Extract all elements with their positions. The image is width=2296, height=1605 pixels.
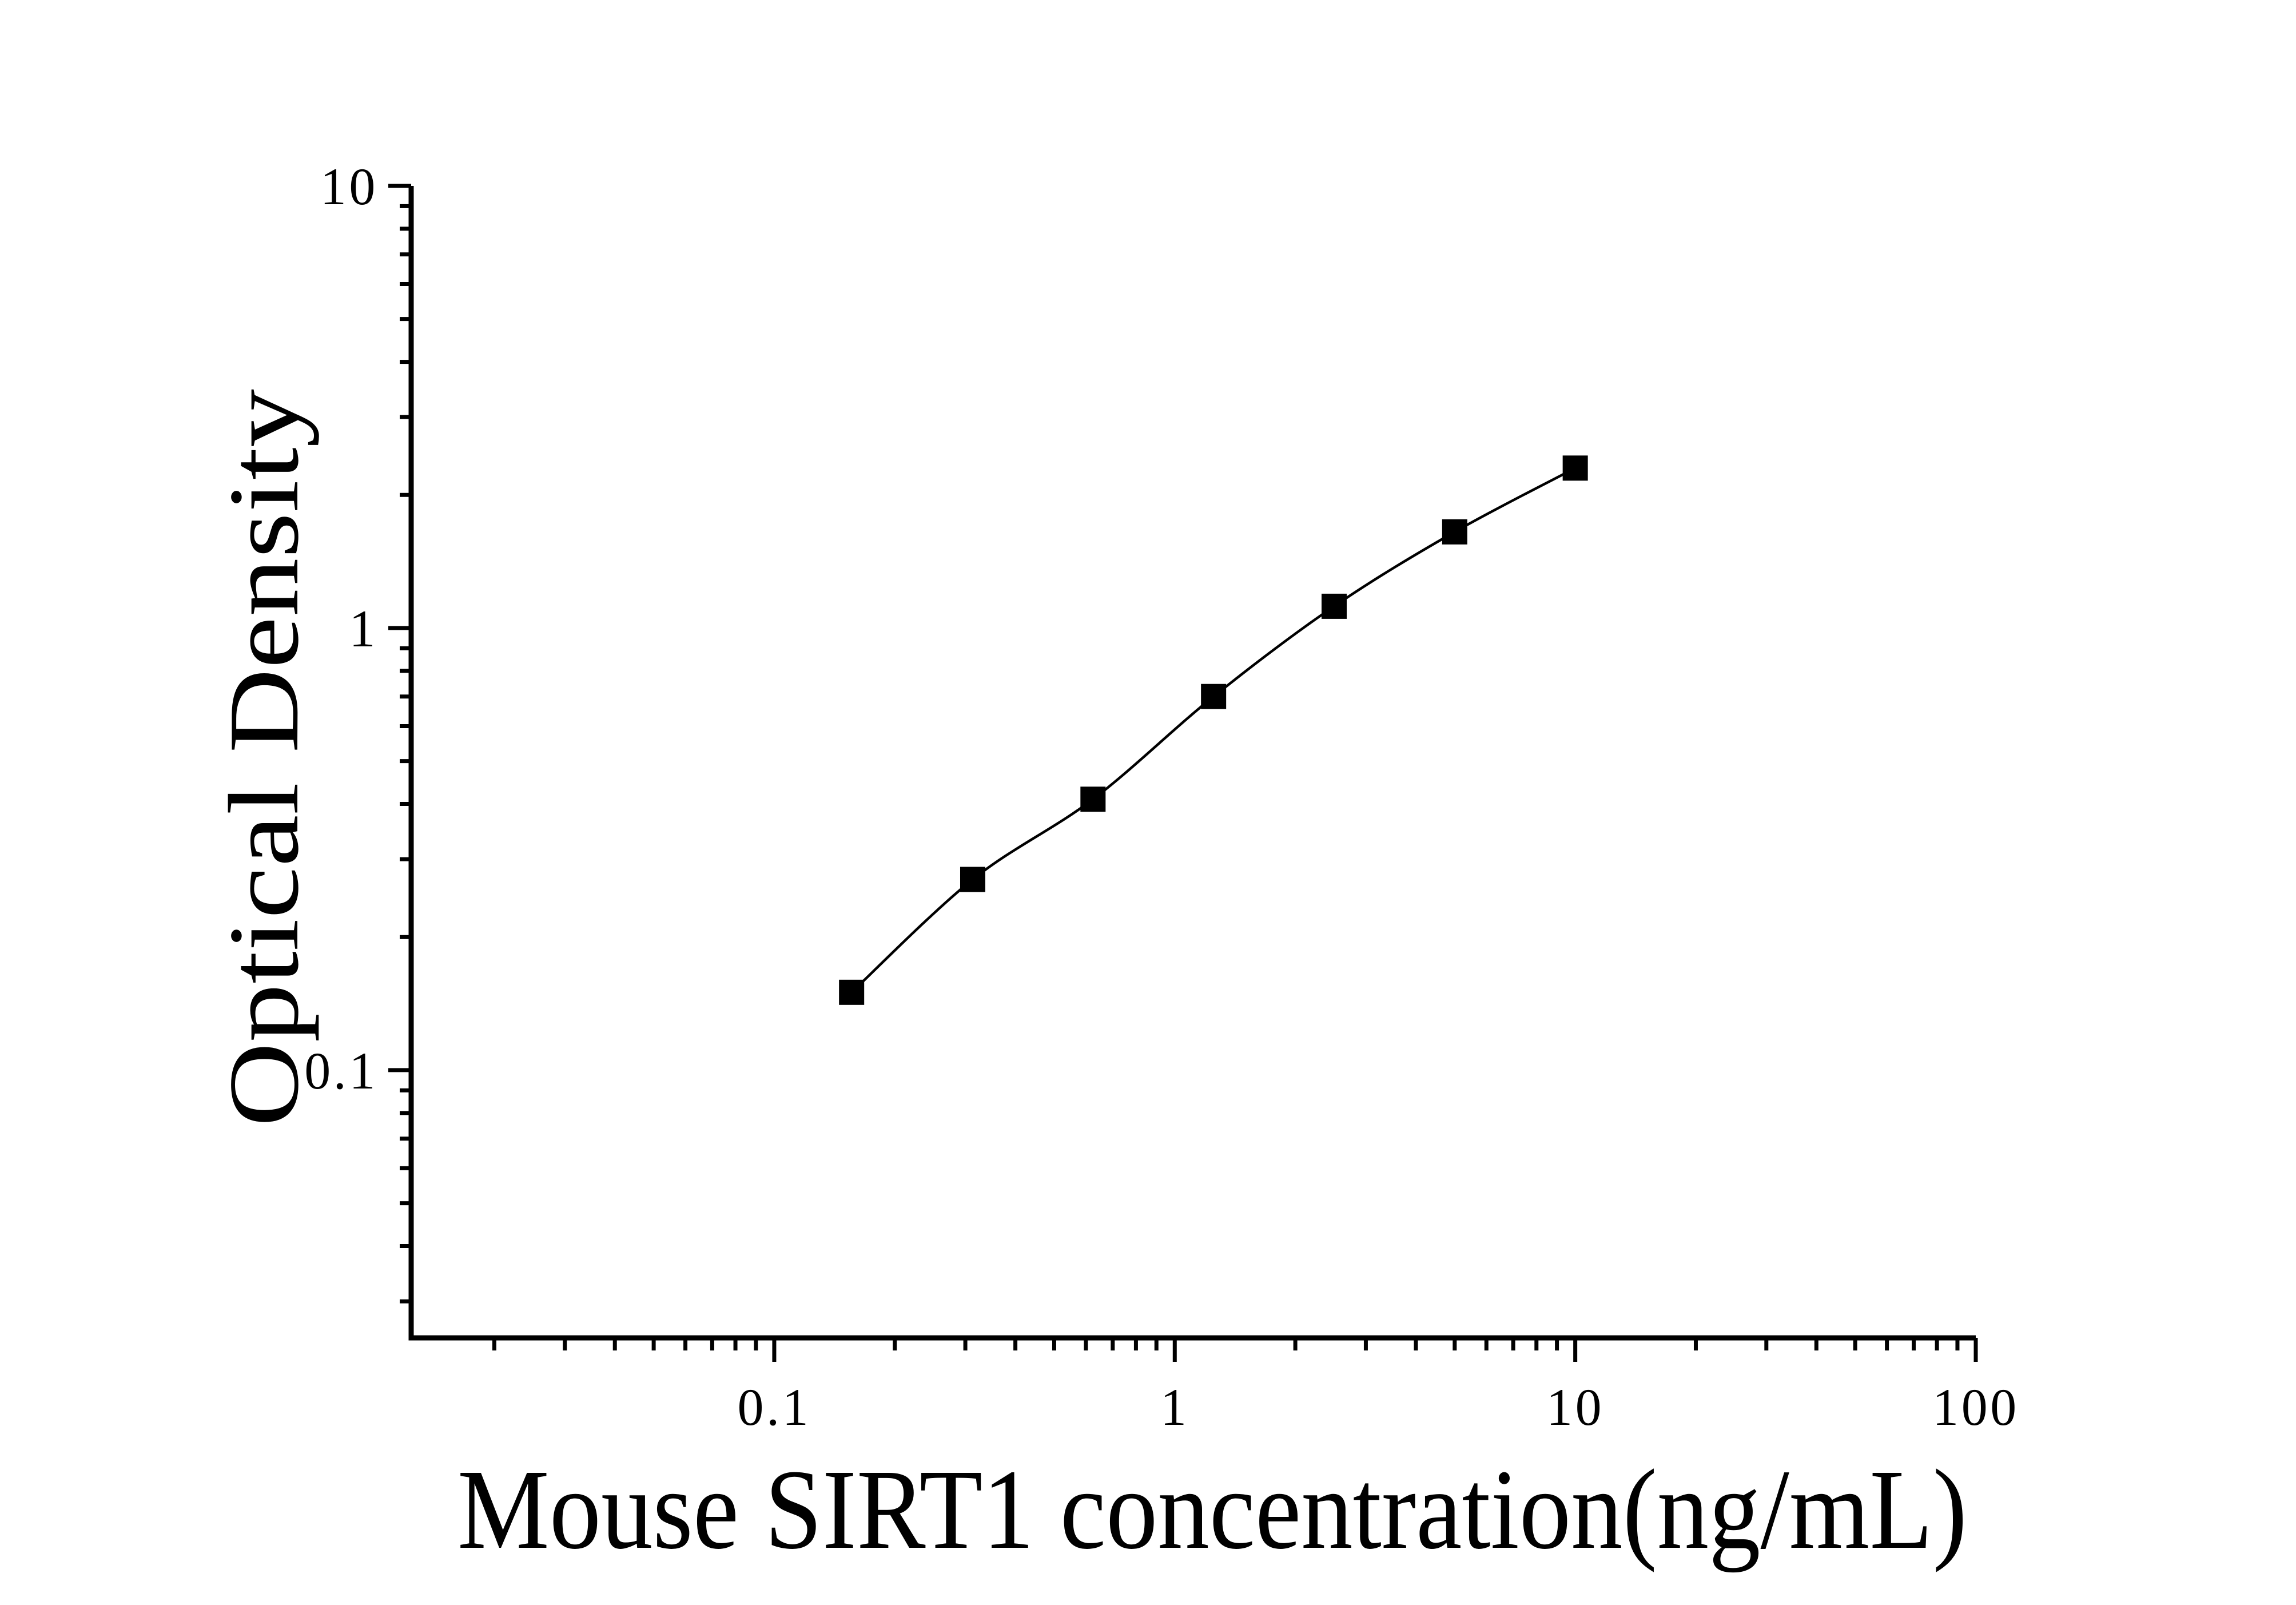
data-point-marker [1562, 455, 1588, 481]
y-tick-label: 10 [320, 157, 378, 216]
x-tick-label: 1 [1160, 1378, 1189, 1436]
series-curve [850, 467, 1576, 994]
y-tick-label: 1 [349, 599, 378, 658]
data-point-marker [1080, 786, 1106, 812]
plot-area: 10 1 0.1 0.1 1 10 100 [304, 157, 2019, 1436]
y-axis-title: Optical Density [208, 389, 319, 1127]
data-point-marker [1442, 519, 1467, 545]
x-tick-label: 0.1 [738, 1378, 811, 1436]
x-axis-title: Mouse SIRT1 concentration(ng/mL) [457, 1447, 1967, 1573]
y-tick-label: 0.1 [304, 1042, 378, 1100]
data-point-marker [839, 979, 865, 1005]
x-tick-label: 10 [1546, 1378, 1604, 1436]
x-tick-label: 100 [1932, 1378, 2019, 1436]
data-point-marker [960, 867, 985, 892]
data-point-marker [1201, 684, 1227, 709]
data-point-marker [1321, 593, 1347, 619]
